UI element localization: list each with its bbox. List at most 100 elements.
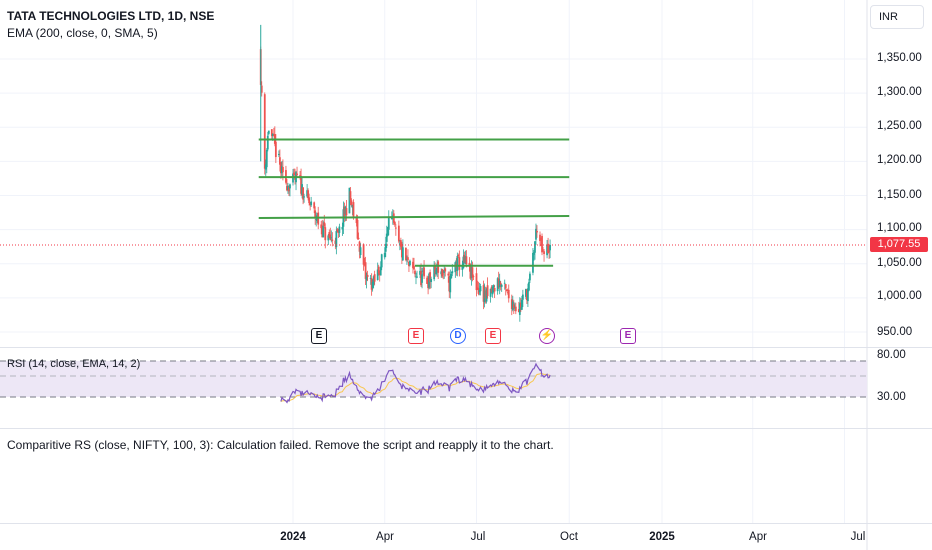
earnings-marker[interactable]: E xyxy=(620,328,636,344)
candle xyxy=(270,129,273,137)
candle xyxy=(497,278,500,287)
candle xyxy=(377,266,380,274)
candle xyxy=(384,243,387,252)
candle xyxy=(294,176,296,180)
candle xyxy=(392,213,395,223)
candle xyxy=(414,270,416,275)
candle xyxy=(306,190,309,197)
rsi-study-label[interactable]: RSI (14, close, EMA, 14, 2) xyxy=(7,358,141,370)
candle xyxy=(486,285,489,297)
dividend-marker[interactable]: D xyxy=(450,328,466,344)
last-price-label: 1,077.55 xyxy=(870,237,928,252)
symbol-title[interactable]: TATA TECHNOLOGIES LTD, 1D, NSE xyxy=(7,9,215,23)
candle xyxy=(282,166,284,173)
candle xyxy=(359,247,362,256)
candle xyxy=(464,256,467,264)
candle xyxy=(265,149,268,168)
candle xyxy=(503,282,506,284)
candle xyxy=(393,221,396,225)
candle xyxy=(504,284,507,289)
candle xyxy=(450,273,453,279)
earnings-marker[interactable]: E xyxy=(311,328,327,344)
candle xyxy=(548,250,550,253)
horizontal-levels[interactable] xyxy=(258,138,570,267)
candle xyxy=(322,225,325,238)
candle xyxy=(373,274,376,282)
candle xyxy=(512,304,515,309)
candle xyxy=(449,275,452,293)
candle xyxy=(514,306,517,312)
candle xyxy=(437,261,440,273)
candle xyxy=(463,254,466,263)
candle xyxy=(369,278,372,279)
currency-button[interactable]: INR xyxy=(870,5,924,29)
candle xyxy=(366,274,369,277)
time-tick: Apr xyxy=(376,531,394,543)
candle xyxy=(433,265,436,280)
candle xyxy=(344,206,347,215)
candle xyxy=(362,244,365,265)
candle xyxy=(397,225,400,242)
candle xyxy=(493,287,496,292)
comparative-rs-label[interactable]: Comparitive RS (close, NIFTY, 100, 3): C… xyxy=(7,438,554,452)
candle xyxy=(489,288,492,297)
candle xyxy=(496,278,499,292)
candle xyxy=(477,288,480,294)
price-tick: 1,050.00 xyxy=(877,257,922,269)
candle xyxy=(324,227,327,241)
candle xyxy=(343,206,346,217)
candle xyxy=(314,210,317,218)
candle xyxy=(288,186,290,192)
candle xyxy=(527,288,529,302)
candle xyxy=(337,229,340,233)
candle xyxy=(406,258,408,260)
horizontal-level-line[interactable] xyxy=(258,214,570,220)
candle xyxy=(499,282,502,285)
candle xyxy=(348,187,351,214)
candle xyxy=(451,271,454,274)
price-tick: 1,200.00 xyxy=(877,154,922,166)
candle xyxy=(351,204,354,208)
candle xyxy=(529,273,531,281)
candle xyxy=(363,262,366,266)
candle xyxy=(456,256,459,272)
candle xyxy=(539,234,541,241)
candle xyxy=(302,187,304,200)
candle xyxy=(310,201,313,206)
price-tick: 1,350.00 xyxy=(877,52,922,64)
candle xyxy=(427,280,429,289)
candle xyxy=(280,162,282,174)
candle xyxy=(422,270,424,272)
candle xyxy=(409,260,411,266)
candle xyxy=(405,247,407,261)
candle xyxy=(413,265,415,270)
candle xyxy=(535,228,537,240)
candle xyxy=(492,285,495,288)
candle xyxy=(430,278,433,283)
candle xyxy=(378,270,381,276)
candle xyxy=(533,252,535,255)
price-tick: 950.00 xyxy=(877,326,913,338)
candle xyxy=(428,273,431,288)
candle xyxy=(287,185,289,191)
earnings-marker[interactable]: E xyxy=(408,328,424,344)
candle xyxy=(327,235,330,241)
candle xyxy=(341,226,344,230)
candle xyxy=(416,276,418,278)
split-marker[interactable]: ⚡ xyxy=(539,328,555,344)
candle xyxy=(350,200,353,206)
earnings-marker[interactable]: E xyxy=(485,328,501,344)
candle xyxy=(479,286,482,292)
candle xyxy=(293,172,295,175)
candle xyxy=(513,307,516,309)
candle xyxy=(330,237,333,239)
ema-study-label[interactable]: EMA (200, close, 0, SMA, 5) xyxy=(7,26,158,40)
candle xyxy=(380,254,383,268)
candle xyxy=(365,275,368,281)
candle xyxy=(415,276,417,278)
candle xyxy=(534,241,536,253)
candle xyxy=(398,243,401,245)
candle xyxy=(436,263,439,273)
candle xyxy=(400,243,403,258)
